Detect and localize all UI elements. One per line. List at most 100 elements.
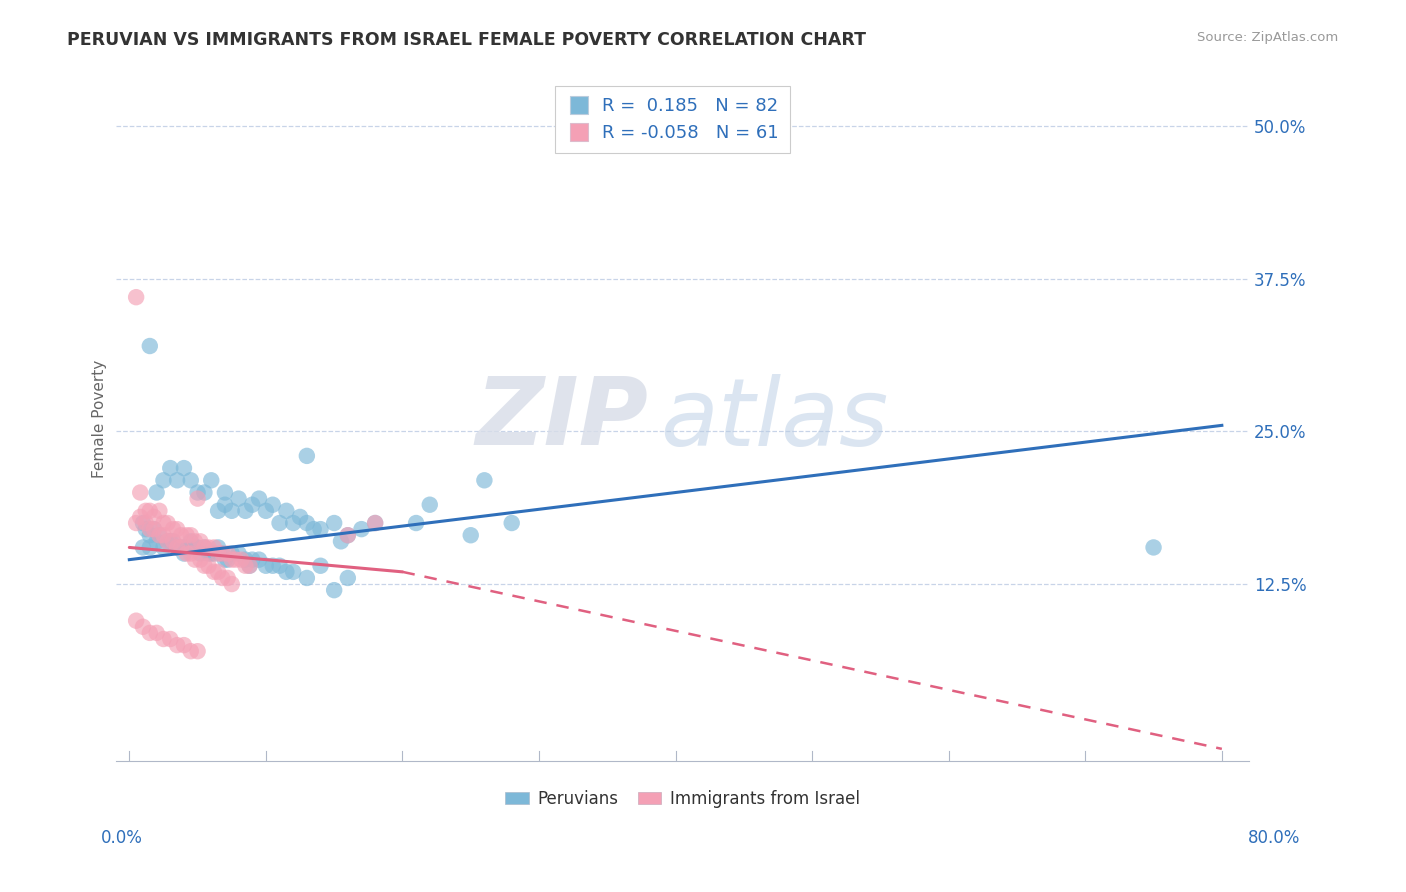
Point [364,516,387,530]
Point [166,522,188,536]
Point [295,449,318,463]
Point [336,528,359,542]
Point [197,541,219,555]
Point [187,541,209,555]
Point [238,558,260,573]
Point [184,552,207,566]
Point [159,632,181,646]
Point [139,522,162,536]
Point [180,528,202,542]
Point [148,504,170,518]
Point [135,516,157,530]
Point [207,541,229,555]
Point [187,644,209,658]
Y-axis label: Female Poverty: Female Poverty [93,360,107,478]
Point [364,516,387,530]
Point [197,547,219,561]
Point [238,558,260,573]
Point [152,632,174,646]
Point [145,626,167,640]
Point [276,504,298,518]
Point [295,571,318,585]
Text: ZIP: ZIP [475,373,648,466]
Point [139,339,162,353]
Point [193,541,215,555]
Point [156,534,179,549]
Point [295,516,318,530]
Point [221,552,243,566]
Point [240,498,263,512]
Point [235,504,257,518]
Point [180,534,202,549]
Point [152,528,174,542]
Point [176,528,198,542]
Point [269,516,291,530]
Point [283,565,305,579]
Legend: Peruvians, Immigrants from Israel: Peruvians, Immigrants from Israel [499,783,866,814]
Point [180,547,202,561]
Point [217,547,239,561]
Point [132,620,155,634]
Point [170,541,193,555]
Point [129,510,152,524]
Point [202,565,225,579]
Point [309,558,332,573]
Point [187,491,209,506]
Point [221,504,243,518]
Point [193,558,215,573]
Point [170,541,193,555]
Point [125,614,148,628]
Point [148,528,170,542]
Text: 0.0%: 0.0% [101,829,143,847]
Point [217,571,239,585]
Point [419,498,441,512]
Point [193,541,215,555]
Point [350,522,373,536]
Point [276,565,298,579]
Point [323,583,346,598]
Point [156,534,179,549]
Point [474,473,496,487]
Point [184,534,207,549]
Point [288,510,311,524]
Point [139,541,162,555]
Point [217,552,239,566]
Text: PERUVIAN VS IMMIGRANTS FROM ISRAEL FEMALE POVERTY CORRELATION CHART: PERUVIAN VS IMMIGRANTS FROM ISRAEL FEMAL… [67,31,866,49]
Point [135,504,157,518]
Point [262,498,284,512]
Text: atlas: atlas [659,374,889,465]
Point [225,552,247,566]
Point [247,491,270,506]
Point [132,516,155,530]
Point [302,522,325,536]
Point [323,516,346,530]
Text: 80.0%: 80.0% [1249,829,1301,847]
Point [188,552,211,566]
Point [156,516,179,530]
Point [159,534,181,549]
Point [221,547,243,561]
Point [152,516,174,530]
Point [159,461,181,475]
Point [336,571,359,585]
Point [125,516,148,530]
Point [228,491,250,506]
Point [207,565,229,579]
Point [152,473,174,487]
Point [283,516,305,530]
Point [202,547,225,561]
Point [247,552,270,566]
Point [180,644,202,658]
Point [129,485,152,500]
Point [1142,541,1164,555]
Point [145,485,167,500]
Point [330,534,353,549]
Point [211,571,233,585]
Point [142,522,165,536]
Point [405,516,427,530]
Point [235,558,257,573]
Point [166,541,188,555]
Point [211,547,233,561]
Point [262,558,284,573]
Point [180,473,202,487]
